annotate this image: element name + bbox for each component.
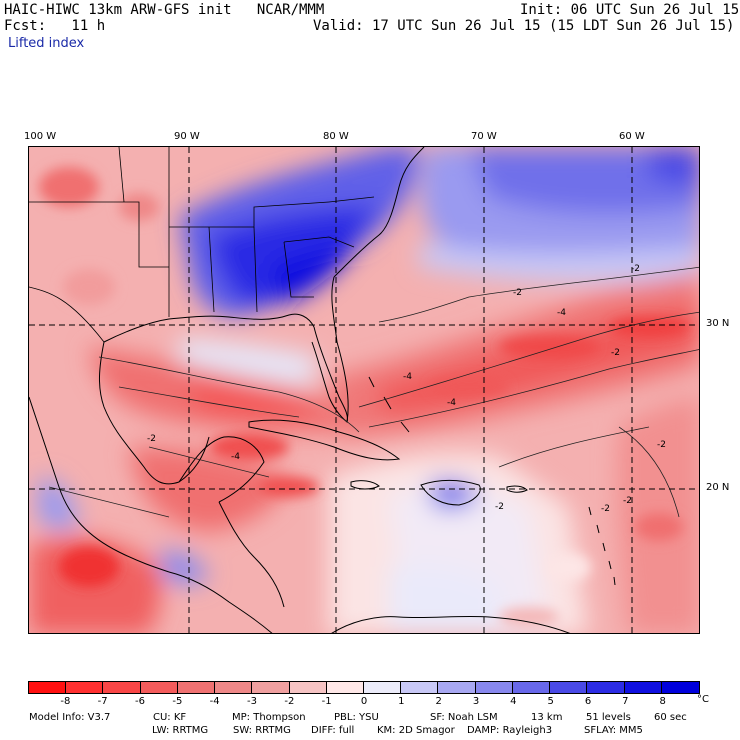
colorbar-tick-label: 3 [472,696,480,707]
colorbar-tick-label: 8 [659,696,666,707]
model-info-sf: SF: Noah LSM [430,712,498,723]
colorbar-swatch [177,682,216,693]
colorbar-tick-label: -4 [209,696,220,707]
longitude-label: 70 W [471,131,497,142]
colorbar-swatch [624,682,662,693]
latitude-label: 30 N [706,318,730,329]
contour-label: -4 [403,372,412,382]
colorbar-swatch [140,682,178,693]
contour-lines [48,266,699,518]
contour-label: -2 [495,502,504,512]
colorbar [28,681,700,694]
colorbar-tick-label: 0 [360,696,368,707]
contour-label: -4 [231,452,240,462]
model-info-diff: DIFF: full [311,725,355,736]
colorbar-tick-label: -2 [284,696,295,707]
lat-lon-grid [29,147,699,633]
model-info-damp: DAMP: Rayleigh3 [467,725,553,736]
model-info-sw: SW: RRTMG [233,725,291,736]
contour-label: -2 [623,496,632,506]
contour-label: -2 [657,440,666,450]
colorbar-tick-label: -3 [247,696,257,707]
colorbar-swatch [363,682,402,693]
colorbar-swatch [103,682,141,693]
colorbar-swatch [289,682,327,693]
lifted-index-map: -2 -2 -4 -2 -2 -4 -2 -4 -2 -2 -4 -2 [28,146,700,634]
coastlines [29,147,616,633]
colorbar-tick-label: -8 [60,696,71,707]
model-info-cu: CU: KF [153,712,187,723]
colorbar-swatch [512,682,551,693]
colorbar-swatch [475,682,513,693]
colorbar-tick-label: 4 [510,696,517,707]
latitude-label: 20 N [706,482,730,493]
contour-label: -4 [557,308,566,318]
colorbar-swatch [66,682,104,693]
colorbar-tick-label: 1 [398,696,405,707]
contour-label: -2 [147,434,156,444]
colorbar-swatch [401,682,439,693]
lifted-index-field-detail [39,167,689,627]
field-name: Lifted index [8,36,85,51]
colorbar-swatch [215,682,253,693]
colorbar-swatch [252,682,290,693]
colorbar-unit: °C [697,694,709,705]
longitude-label: 80 W [323,131,349,142]
longitude-label: 60 W [619,131,645,142]
colorbar-tick-label: 5 [547,696,554,707]
colorbar-tick-label: 7 [622,696,629,707]
map-canvas: -2 -2 -4 -2 -2 -4 -2 -4 -2 -2 -4 -2 [29,147,699,633]
valid-time: Valid: 17 UTC Sun 26 Jul 15 (15 LDT Sun … [313,18,735,34]
colorbar-tick-label: 2 [435,696,442,707]
state-borders [29,147,375,343]
model-info-lw: LW: RRTMG [152,725,209,736]
contour-label: -2 [611,348,620,358]
colorbar-tick-label: -1 [321,696,332,707]
contour-label: -2 [513,288,522,298]
colorbar-swatch [587,682,625,693]
colorbar-swatch [438,682,476,693]
model-info-mp: MP: Thompson [232,712,306,723]
model-info-timestep: 60 sec [654,712,687,723]
model-info-version: Model Info: V3.7 [29,712,111,723]
contour-label: -2 [631,264,640,274]
colorbar-swatch [661,682,699,693]
model-info-sflay: SFLAY: MM5 [584,725,643,736]
colorbar-tick-label: -6 [135,696,145,707]
colorbar-swatch [550,682,588,693]
colorbar-tick-label: 6 [584,696,592,707]
init-time: Init: 06 UTC Sun 26 Jul 15 [520,2,740,18]
forecast-hour: Fcst: 11 h [4,18,106,34]
model-info-pbl: PBL: YSU [334,712,379,723]
colorbar-swatch [326,682,364,693]
longitude-label: 100 W [24,131,57,142]
colorbar-swatch [29,682,67,693]
colorbar-tick-label: -5 [172,696,183,707]
model-info-resolution: 13 km [531,712,563,723]
colorbar-tick-label: -7 [97,696,108,707]
contour-label: -4 [447,398,456,408]
model-info-km: KM: 2D Smagor [377,725,455,736]
model-title: HAIC-HIWC 13km ARW-GFS init NCAR/MMM [4,2,325,18]
contour-label-group: -2 -2 -4 -2 -2 -4 -2 -4 -2 -2 -4 -2 [147,264,666,514]
contour-label: -2 [601,504,610,514]
model-info-levels: 51 levels [586,712,631,723]
longitude-label: 90 W [174,131,200,142]
